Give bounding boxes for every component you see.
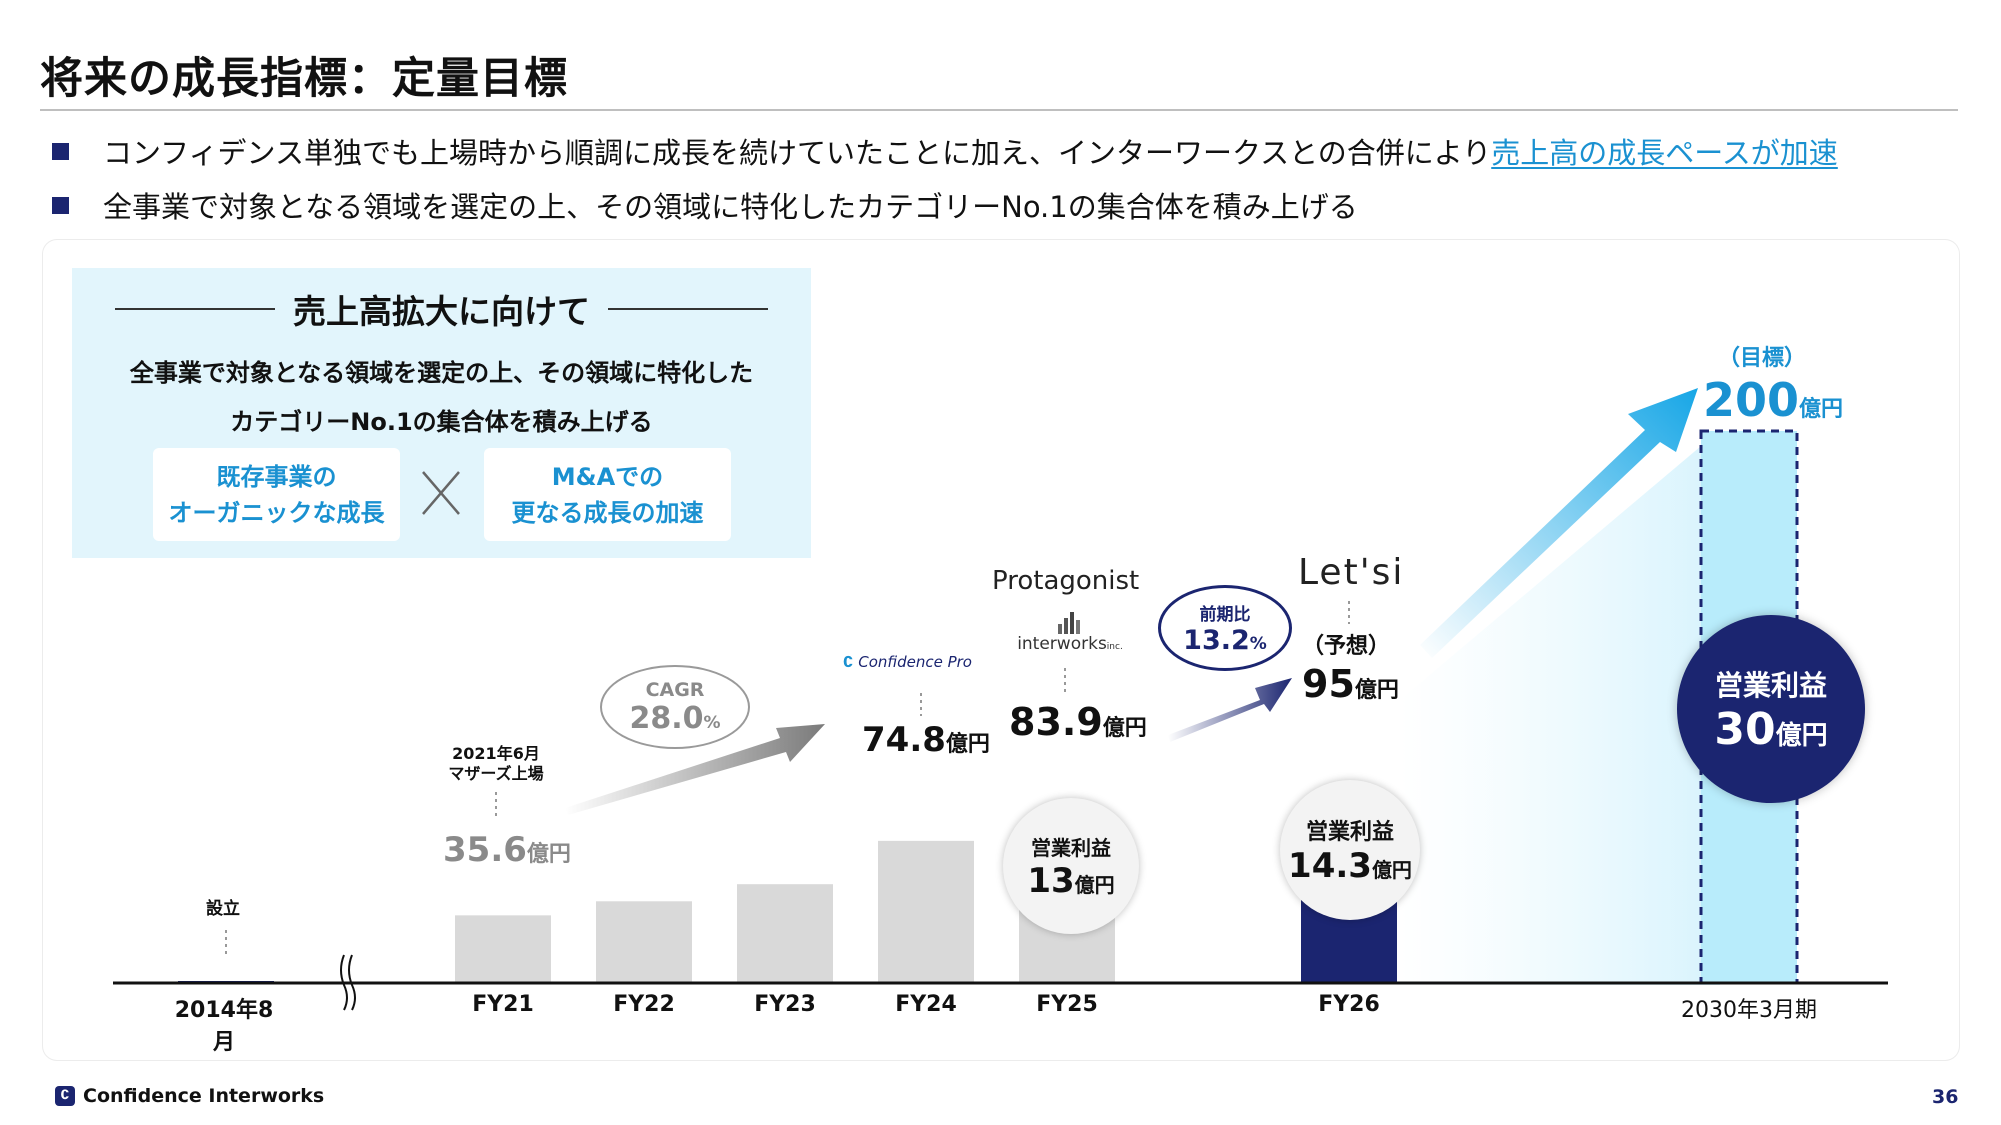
confidence-pro-logo: ∁ Confidence Pro <box>843 653 972 671</box>
bar-FY23 <box>737 884 833 983</box>
unit-fy21: 億円 <box>527 842 571 867</box>
op-profit-fy25-value: 13 <box>1027 861 1074 901</box>
company-mark-icon: ∁ <box>55 1086 75 1106</box>
listing-market: マザーズ上場 <box>435 764 557 784</box>
op-profit-fy25-value-wrap: 13億円 <box>1027 861 1114 901</box>
yoy-unit: % <box>1250 634 1267 654</box>
confidence-pro-mark-icon: ∁ <box>843 653 853 671</box>
listing-date: 2021年6月 <box>435 744 557 764</box>
founding-label: 設立 <box>206 894 240 919</box>
bar-FY24 <box>878 841 974 983</box>
op-profit-fy26-label: 営業利益 <box>1306 814 1394 846</box>
op-profit-2030-value: 30 <box>1714 704 1775 755</box>
letsi-text: Let'si <box>1298 552 1404 593</box>
value-label-fy25: 83.9億円 <box>1009 700 1147 744</box>
bar-FY22 <box>596 901 692 983</box>
unit-fy25: 億円 <box>1103 716 1147 741</box>
interworks-text: interworks <box>1017 634 1107 654</box>
op-profit-2030-label: 営業利益 <box>1715 664 1827 704</box>
footer-company-name: Confidence Interworks <box>83 1085 324 1107</box>
op-profit-fy26-unit: 億円 <box>1372 858 1412 882</box>
value-label-fy24: 74.8億円 <box>862 720 990 760</box>
value-label-2030: 200億円 <box>1703 373 1843 427</box>
yoy-badge: 前期比 13.2% <box>1158 585 1292 671</box>
forecast-label: （予想） <box>1302 628 1390 660</box>
protagonist-logo: Protagonist <box>992 566 1139 596</box>
footer-logo: ∁ Confidence Interworks <box>55 1085 324 1107</box>
interworks-logo: interworksinc. <box>1010 610 1130 654</box>
tick-fy21: FY21 <box>443 992 563 1017</box>
value-2030: 200 <box>1703 373 1799 427</box>
interworks-suffix: inc. <box>1107 642 1123 652</box>
cagr-value-wrap: 28.0% <box>629 701 720 736</box>
tick-fy25: FY25 <box>1007 992 1127 1017</box>
bar-FY21 <box>455 915 551 983</box>
interworks-wordmark: interworksinc. <box>1010 634 1130 654</box>
value-fy26: 95 <box>1302 662 1355 706</box>
unit-fy26: 億円 <box>1355 678 1399 703</box>
unit-2030: 億円 <box>1799 397 1843 422</box>
revenue-chart <box>0 0 2001 1125</box>
value-fy24: 74.8 <box>862 720 946 760</box>
value-fy21: 35.6 <box>443 830 527 870</box>
tick-fy24: FY24 <box>866 992 986 1017</box>
tick-fy22: FY22 <box>584 992 704 1017</box>
interworks-bars-icon <box>1057 610 1083 634</box>
tick-fy23: FY23 <box>725 992 845 1017</box>
value-label-fy26: 95億円 <box>1302 662 1399 706</box>
page-number: 36 <box>1932 1086 1958 1108</box>
op-profit-2030-value-wrap: 30億円 <box>1714 704 1827 755</box>
yoy-arrow <box>1168 678 1292 742</box>
op-profit-2030: 営業利益 30億円 <box>1677 615 1865 803</box>
yoy-value: 13.2 <box>1183 625 1250 656</box>
cagr-unit: % <box>703 713 720 733</box>
op-profit-2030-unit: 億円 <box>1776 721 1828 751</box>
op-profit-fy25-unit: 億円 <box>1075 873 1115 897</box>
op-profit-fy26-value-wrap: 14.3億円 <box>1288 846 1412 886</box>
op-profit-fy26: 営業利益 14.3億円 <box>1280 780 1420 920</box>
confidence-pro-text: Confidence Pro <box>858 653 972 671</box>
cagr-label: CAGR <box>646 679 705 701</box>
value-fy25: 83.9 <box>1009 700 1103 744</box>
tick-fy26: FY26 <box>1289 992 1409 1017</box>
cagr-badge: CAGR 28.0% <box>600 665 750 749</box>
letsi-logo: Let'si <box>1298 552 1404 593</box>
op-profit-fy26-value: 14.3 <box>1288 846 1372 886</box>
yoy-label: 前期比 <box>1200 600 1251 625</box>
yoy-value-wrap: 13.2% <box>1183 625 1267 656</box>
op-profit-fy25: 営業利益 13億円 <box>1003 798 1139 934</box>
cagr-value: 28.0 <box>629 701 703 736</box>
op-profit-fy25-label: 営業利益 <box>1031 832 1111 861</box>
target-label: （目標） <box>1718 340 1806 372</box>
tick-2014: 2014年8月 <box>164 992 284 1056</box>
value-label-fy21: 35.6億円 <box>443 830 571 870</box>
unit-fy24: 億円 <box>946 732 990 757</box>
listing-annotation: 2021年6月 マザーズ上場 <box>435 744 557 784</box>
tick-2030: 2030年3月期 <box>1674 992 1824 1024</box>
